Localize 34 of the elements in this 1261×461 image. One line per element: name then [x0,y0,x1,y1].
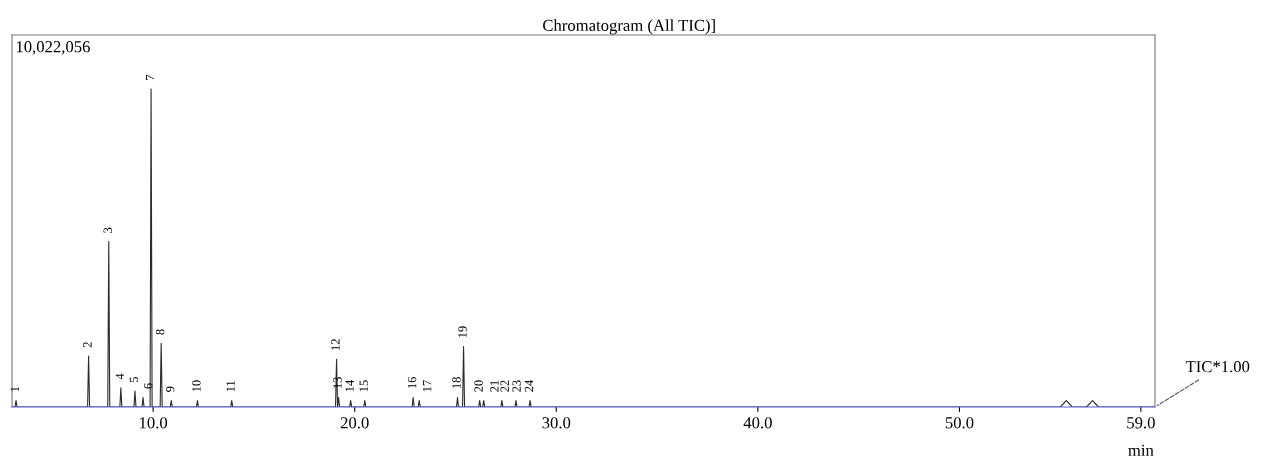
annotation: 23 [512,380,521,392]
annotation: 21 [490,380,499,392]
annotation: 17 [422,380,432,392]
annotation: 12 [331,339,340,350]
annotation: 10 [192,380,201,392]
annotation: 18 [452,377,461,389]
annotation: 2 [83,342,92,348]
annotation: 1 [10,386,20,392]
x-tick-label: 50.0 [945,417,974,429]
annotation: 4 [115,373,124,380]
text: 10,022,056 [16,41,90,55]
annotation: 20 [474,380,483,392]
annotation: 7 [145,74,155,80]
x-tick-label: 40.0 [743,417,772,429]
x-axis-title: min [1128,444,1154,456]
annotation: 16 [407,377,417,389]
annotation: 22 [500,380,509,392]
chart-title: Chromatogram (All TIC)] [543,19,715,35]
annotation: 8 [155,329,165,335]
x-tick-label: 10.0 [139,417,168,429]
annotation: 5 [129,377,139,383]
x-tick-label: 20.0 [340,417,369,429]
annotation: 24 [524,380,534,392]
annotation: 14 [345,380,354,392]
annotation: 3 [103,227,112,233]
annotation: 13 [333,377,342,389]
annotation: 11 [226,381,235,392]
annotation: 15 [359,380,368,392]
annotation: 19 [458,326,467,338]
text: TIC*1.00 [1185,361,1250,373]
x-tick-label: 30.0 [542,417,571,429]
annotation: 9 [165,386,175,392]
annotation: 6 [143,383,153,389]
x-tick-label: 59.0 [1127,417,1155,429]
